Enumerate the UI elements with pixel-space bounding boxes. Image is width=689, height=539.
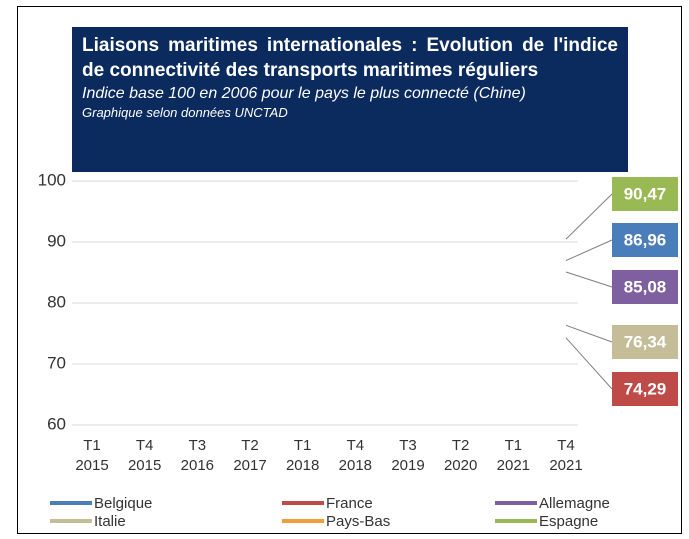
- y-tick-label: 70: [47, 353, 66, 372]
- value-label: 90,47: [624, 184, 667, 203]
- value-label-box: [612, 372, 678, 406]
- legend-label: Pays-Bas: [326, 513, 390, 530]
- leader-line: [565, 193, 613, 240]
- y-tick-label: 90: [47, 231, 66, 250]
- legend-label: France: [326, 495, 373, 512]
- x-tick-label: T4 2021: [549, 437, 583, 474]
- x-tick-label: T3 2019: [391, 437, 425, 474]
- x-tick-label: T1 2015: [75, 437, 109, 474]
- legend-label: Allemagne: [539, 495, 610, 512]
- value-label: 85,08: [624, 277, 667, 296]
- leader-line: [565, 271, 613, 288]
- y-tick-label: 80: [47, 292, 66, 311]
- value-label-box: [612, 223, 678, 257]
- x-tick-label: T4 2018: [338, 437, 373, 474]
- subtitle: Indice base 100 en 2006 pour le pays le …: [82, 85, 526, 102]
- x-tick-label: T1 2018: [285, 437, 320, 474]
- y-tick-label: 100: [38, 170, 66, 189]
- x-tick-label: T4 2015: [127, 437, 162, 474]
- x-tick-label: T1 2021: [496, 437, 531, 474]
- leader-line: [565, 337, 613, 390]
- title-box: Liaisons maritimes internationales : Evo…: [72, 27, 628, 172]
- leader-line: [565, 239, 613, 262]
- x-tick-label: T2 2017: [233, 437, 267, 474]
- value-label-box: [612, 177, 678, 211]
- legend-label: Espagne: [539, 513, 598, 530]
- frame: [17, 6, 682, 534]
- legend-label: Italie: [94, 513, 126, 530]
- source: Graphique selon données UNCTAD: [82, 105, 288, 120]
- leader-line: [565, 324, 613, 343]
- value-label-box: [612, 325, 678, 359]
- value-label-box: [612, 270, 678, 304]
- value-label: 76,34: [624, 332, 667, 351]
- y-tick-label: 60: [47, 414, 66, 433]
- chart-title: Liaisons maritimes internationales : Evo…: [82, 35, 618, 81]
- x-tick-label: T2 2020: [443, 437, 478, 474]
- value-label: 74,29: [624, 379, 667, 398]
- value-label: 86,96: [624, 230, 667, 249]
- x-tick-label: T3 2016: [180, 437, 215, 474]
- legend-label: Belgique: [94, 495, 152, 512]
